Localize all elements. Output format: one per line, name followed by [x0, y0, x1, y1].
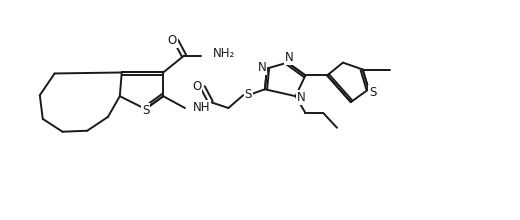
Text: O: O [192, 80, 201, 93]
Text: NH: NH [193, 101, 211, 114]
Text: S: S [142, 103, 149, 117]
Text: N: N [257, 61, 266, 74]
Text: N: N [285, 51, 294, 64]
Text: S: S [244, 88, 252, 101]
Text: NH₂: NH₂ [213, 47, 235, 60]
Text: S: S [369, 86, 376, 99]
Text: O: O [167, 34, 177, 47]
Text: N: N [297, 91, 306, 104]
